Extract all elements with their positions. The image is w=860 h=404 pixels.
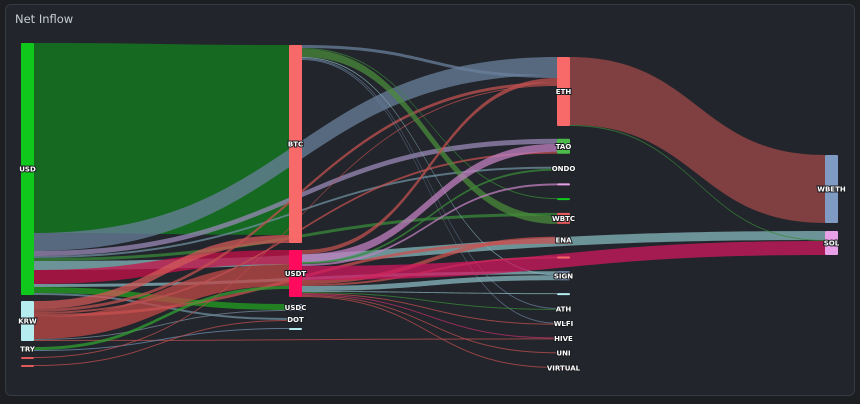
sankey-link[interactable] [302,168,557,264]
sankey-node[interactable] [289,328,302,330]
node-label: SOL [824,240,840,248]
sankey-link[interactable] [34,320,289,366]
sankey-link[interactable] [302,236,557,284]
sankey-node[interactable] [557,212,570,224]
node-label: HIVE [554,335,573,343]
node-label: DOT [287,316,304,324]
sankey-node[interactable] [557,307,570,310]
sankey-node[interactable] [21,357,34,359]
sankey-link[interactable] [302,45,557,78]
sankey-link[interactable] [34,250,289,284]
sankey-link[interactable] [302,275,557,291]
sankey-node[interactable] [557,352,570,355]
node-label: VIRTUAL [547,365,581,373]
sankey-node[interactable] [557,183,570,186]
sankey-node[interactable] [557,166,570,171]
sankey-link[interactable] [34,235,289,309]
sankey-link[interactable] [34,43,289,235]
sankey-link[interactable] [302,183,557,266]
sankey-link[interactable] [302,292,557,310]
sankey-node[interactable] [557,322,570,325]
sankey-link[interactable] [302,48,557,200]
sankey-node[interactable] [557,271,570,281]
node-label: TAO [556,143,572,151]
sankey-node[interactable] [289,304,302,311]
sankey-node[interactable] [557,367,570,369]
sankey-node[interactable] [557,198,570,201]
node-label: USD [19,166,36,174]
node-label: WLFI [554,320,574,328]
sankey-node[interactable] [21,347,34,351]
node-label: ONDO [552,165,576,173]
node-label: USDT [285,270,307,278]
sankey-link[interactable] [302,241,825,280]
sankey-node[interactable] [557,236,570,244]
sankey-node[interactable] [825,155,838,223]
sankey-link[interactable] [302,59,557,324]
sankey-node[interactable] [289,45,302,243]
sankey-link[interactable] [570,57,825,223]
sankey-link[interactable] [302,143,557,262]
sankey-link[interactable] [34,310,289,340]
sankey-node[interactable] [557,256,570,259]
node-label: TRY [20,346,36,354]
sankey-link[interactable] [302,294,557,339]
sankey-link[interactable] [302,58,557,309]
sankey-link[interactable] [302,295,557,354]
sankey-link[interactable] [34,338,557,341]
sankey-link[interactable] [302,78,557,254]
sankey-node[interactable] [21,301,34,341]
node-label: WBETH [817,186,846,194]
sankey-link[interactable] [570,125,825,241]
node-label: USDC [285,304,307,312]
sankey-node[interactable] [21,43,34,295]
sankey-node[interactable] [289,250,302,297]
node-label: ATH [556,305,572,313]
sankey-node[interactable] [557,337,570,340]
sankey-link[interactable] [302,296,557,368]
sankey-link[interactable] [34,328,289,351]
chart-title: Net Inflow [15,12,74,26]
sankey-link[interactable] [34,264,289,339]
sankey-link[interactable] [302,293,557,325]
sankey-node[interactable] [289,318,302,321]
node-label: KRW [18,318,37,326]
node-label: WBTC [552,215,575,223]
node-label: ENA [555,237,572,245]
sankey-node[interactable] [21,365,34,367]
sankey-node[interactable] [825,231,838,255]
node-label: SIGN [554,272,573,280]
node-label: UNI [556,350,570,358]
sankey-link[interactable] [302,291,557,295]
sankey-link[interactable] [34,286,289,350]
sankey-node[interactable] [557,57,570,126]
node-label: ETH [556,88,572,96]
sankey-node[interactable] [557,138,570,154]
node-label: BTC [288,141,303,149]
sankey-node[interactable] [557,293,570,296]
sankey-link[interactable] [302,49,557,224]
